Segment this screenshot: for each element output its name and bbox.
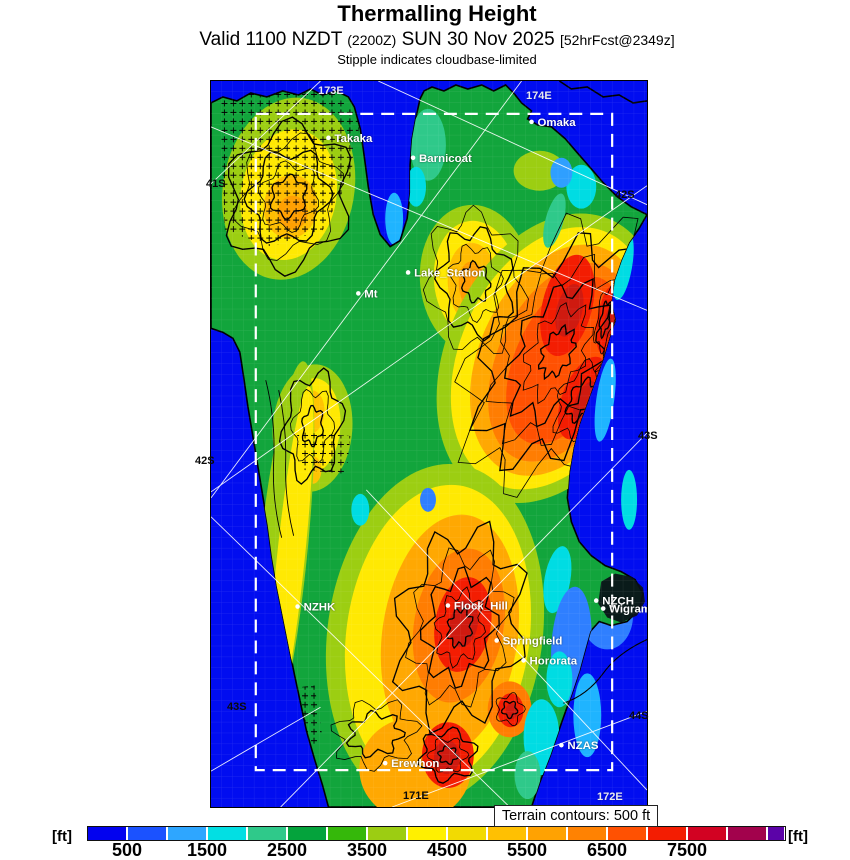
valid-line: Valid 1100 NZDT (2200Z) SUN 30 Nov 2025 …: [24, 29, 850, 51]
colorbar-segment: [168, 827, 206, 840]
graticule-line: [211, 126, 647, 311]
graticule-label: 43S: [227, 701, 247, 713]
place-label: Wigram: [609, 604, 647, 616]
colorbar-segment: [528, 827, 566, 840]
colorbar: [87, 826, 786, 841]
place-dot: [600, 606, 606, 611]
graticule-label: 41S: [206, 178, 226, 190]
valid-prefix: Valid 1100 NZDT: [199, 29, 342, 51]
place-dot: [295, 604, 300, 609]
colorbar-segment: [488, 827, 526, 840]
graticule-label: 172E: [597, 791, 623, 803]
graticule-label: 173E: [318, 85, 344, 97]
page-title: Thermalling Height: [337, 1, 537, 26]
colorbar-tick-label: 500: [111, 840, 143, 860]
place-markers: Takaka Barnicoat Omaka Lake_Station Mt NZHK Fl…: [295, 117, 647, 770]
colorbar-segment: [208, 827, 246, 840]
colorbar-segment: [768, 827, 784, 840]
place-dot: [405, 270, 411, 275]
place-dot: [529, 119, 534, 125]
colorbar-tick-label: 2500: [266, 840, 308, 860]
graticule-label: 44S: [629, 710, 649, 722]
colorbar-tick-label: 3500: [346, 840, 388, 860]
graticule-line: [378, 81, 647, 206]
colorbar-tick-label: 1500: [186, 840, 228, 860]
domain-boundary: [254, 112, 614, 772]
colorbar-segment: [648, 827, 686, 840]
place-dot: [494, 638, 499, 643]
raster-grid-overlay: [211, 81, 647, 807]
place-dot: [521, 658, 526, 663]
graticule-lines: [211, 81, 647, 807]
place-dot: [559, 742, 564, 748]
graticule-label: 171E: [403, 790, 429, 802]
place-label: Takaka: [334, 133, 373, 145]
forecast-ref: [52hrFcst@2349z]: [560, 32, 675, 49]
colorbar-tick-label: 7500: [666, 840, 708, 860]
place-label: NZAS: [567, 740, 598, 752]
map-canvas: Takaka Barnicoat Omaka Lake_Station Mt NZHK Fl…: [211, 81, 647, 807]
stipple-note: Stipple indicates cloudbase-limited: [337, 52, 537, 68]
graticule-line: [211, 516, 510, 807]
place-dot: [356, 291, 361, 296]
place-label: Omaka: [538, 117, 577, 129]
unit-label-right: [ft]: [788, 828, 808, 845]
colorbar-segment: [288, 827, 326, 840]
color-scale: [ft] 500 1500 2500 3500 4500 5500 6500 7500 [ft…: [0, 800, 850, 860]
colorbar-segment: [568, 827, 606, 840]
colorbar-tick-label: 5500: [506, 840, 548, 860]
graticule-line: [211, 706, 321, 772]
place-dot: [382, 760, 388, 766]
place-label: NZCH: [602, 596, 634, 608]
graticule-label: 43S: [638, 430, 658, 442]
colorbar-segment: [248, 827, 286, 840]
place-dot: [410, 155, 416, 161]
place-dot: [593, 598, 599, 603]
colorbar-segment: [608, 827, 646, 840]
place-dot: [326, 135, 331, 141]
colorbar-segment: [88, 827, 126, 840]
place-label: Mt: [364, 288, 378, 300]
place-label: Barnicoat: [419, 153, 472, 165]
colorbar-ticks: 500 1500 2500 3500 4500 5500 6500 7500: [87, 840, 784, 860]
colorbar-segment: [408, 827, 446, 840]
place-label: Flock_Hill: [454, 601, 508, 613]
colorbar-segment: [328, 827, 366, 840]
valid-date: SUN 30 Nov 2025: [401, 29, 555, 51]
terrain-contours-note: Terrain contours: 500 ft: [494, 805, 658, 827]
colorbar-segment: [128, 827, 166, 840]
colorbar-tick-label: 6500: [586, 840, 628, 860]
graticule-line: [365, 489, 647, 791]
place-label: Erewhon: [391, 758, 439, 770]
colorbar-segment: [368, 827, 406, 840]
graticule-line: [280, 432, 647, 807]
place-label: NZHK: [304, 602, 336, 614]
colorbar-tick-label: 4500: [426, 840, 468, 860]
unit-label-left: [ft]: [52, 828, 72, 845]
graticule-label: 42S: [615, 189, 635, 201]
colorbar-segment: [728, 827, 766, 840]
place-label: Lake_Station: [414, 267, 485, 279]
graticule-line: [211, 185, 647, 493]
graticule-label: 42S: [195, 455, 215, 467]
graticule-line: [392, 710, 647, 807]
header: Thermalling Height Valid 1100 NZDT (2200…: [0, 1, 850, 68]
place-dot: [445, 603, 451, 608]
graticule-line: [211, 81, 522, 499]
colorbar-segment: [448, 827, 486, 840]
colorbar-segment: [688, 827, 726, 840]
graticule-label: 174E: [526, 90, 552, 102]
place-label: Springfield: [503, 635, 563, 647]
graticule-line: [211, 81, 321, 185]
place-label: Hororata: [530, 655, 578, 667]
valid-zulu: (2200Z): [347, 32, 397, 49]
forecast-map[interactable]: Takaka Barnicoat Omaka Lake_Station Mt NZHK Fl…: [210, 80, 648, 808]
